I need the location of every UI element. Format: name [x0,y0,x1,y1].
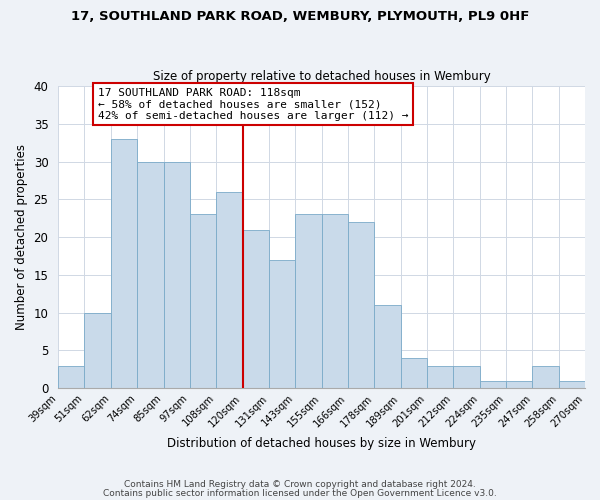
Bar [427,366,453,388]
Bar [111,139,137,388]
Text: 17, SOUTHLAND PARK ROAD, WEMBURY, PLYMOUTH, PL9 0HF: 17, SOUTHLAND PARK ROAD, WEMBURY, PLYMOU… [71,10,529,23]
Bar [242,230,269,388]
Bar [269,260,295,388]
Text: Contains HM Land Registry data © Crown copyright and database right 2024.: Contains HM Land Registry data © Crown c… [124,480,476,489]
Bar [295,214,322,388]
Bar [401,358,427,388]
Bar [322,214,348,388]
Bar [58,366,85,388]
Bar [506,380,532,388]
Bar [532,366,559,388]
Bar [85,312,111,388]
Bar [559,380,585,388]
Bar [137,162,164,388]
Title: Size of property relative to detached houses in Wembury: Size of property relative to detached ho… [153,70,490,84]
Bar [479,380,506,388]
Bar [374,305,401,388]
Bar [216,192,242,388]
Bar [348,222,374,388]
Bar [164,162,190,388]
Bar [190,214,216,388]
X-axis label: Distribution of detached houses by size in Wembury: Distribution of detached houses by size … [167,437,476,450]
Text: 17 SOUTHLAND PARK ROAD: 118sqm
← 58% of detached houses are smaller (152)
42% of: 17 SOUTHLAND PARK ROAD: 118sqm ← 58% of … [98,88,408,121]
Y-axis label: Number of detached properties: Number of detached properties [15,144,28,330]
Text: Contains public sector information licensed under the Open Government Licence v3: Contains public sector information licen… [103,490,497,498]
Bar [453,366,479,388]
